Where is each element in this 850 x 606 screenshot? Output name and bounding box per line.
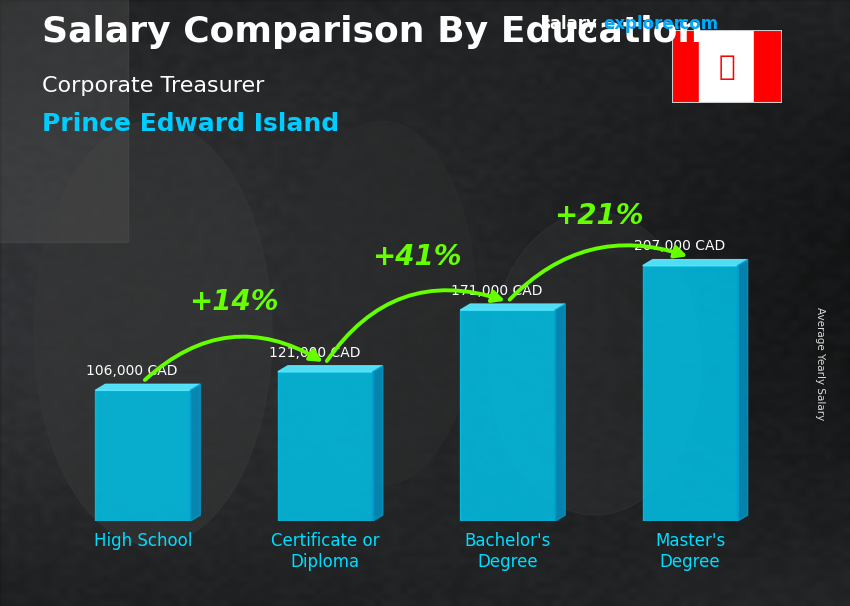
Polygon shape [190, 384, 201, 521]
Text: Salary Comparison By Education: Salary Comparison By Education [42, 15, 704, 49]
Text: 🍁: 🍁 [718, 53, 735, 81]
Polygon shape [461, 310, 555, 521]
Ellipse shape [34, 121, 272, 545]
Polygon shape [278, 372, 372, 521]
Bar [699, 30, 755, 103]
Polygon shape [555, 304, 565, 521]
Ellipse shape [289, 121, 476, 485]
Polygon shape [95, 384, 201, 390]
Polygon shape [643, 259, 748, 265]
Bar [0, 0, 128, 242]
Text: 171,000 CAD: 171,000 CAD [451, 284, 542, 298]
Bar [755, 30, 782, 103]
Polygon shape [461, 304, 565, 310]
Ellipse shape [489, 212, 701, 515]
Text: Corporate Treasurer: Corporate Treasurer [42, 76, 265, 96]
Text: explorer: explorer [604, 15, 683, 33]
Polygon shape [95, 390, 190, 521]
Text: +41%: +41% [371, 242, 462, 270]
Text: 106,000 CAD: 106,000 CAD [87, 364, 178, 378]
Polygon shape [278, 366, 382, 372]
Polygon shape [738, 259, 748, 521]
Polygon shape [643, 265, 738, 521]
Bar [672, 30, 699, 103]
Text: Average Yearly Salary: Average Yearly Salary [815, 307, 825, 420]
Text: 121,000 CAD: 121,000 CAD [269, 345, 360, 359]
Text: salary: salary [540, 15, 597, 33]
Text: +14%: +14% [190, 288, 279, 316]
Text: Prince Edward Island: Prince Edward Island [42, 112, 340, 136]
Text: 207,000 CAD: 207,000 CAD [633, 239, 725, 253]
Text: .com: .com [673, 15, 718, 33]
Text: +21%: +21% [554, 202, 643, 230]
Polygon shape [372, 366, 382, 521]
